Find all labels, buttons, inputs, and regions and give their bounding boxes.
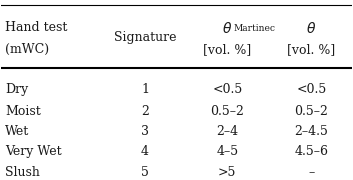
Text: [vol. %]: [vol. %] — [287, 43, 335, 56]
Text: 4–5: 4–5 — [216, 145, 238, 158]
Text: >5: >5 — [218, 166, 237, 179]
Text: 5: 5 — [141, 166, 149, 179]
Text: 0.5–2: 0.5–2 — [210, 105, 244, 118]
Text: Signature: Signature — [114, 31, 176, 44]
Text: $\theta$: $\theta$ — [306, 21, 316, 36]
Text: 4.5–6: 4.5–6 — [294, 145, 328, 158]
Text: Slush: Slush — [5, 166, 40, 179]
Text: 4: 4 — [141, 145, 149, 158]
Text: 2: 2 — [141, 105, 149, 118]
Text: Hand test: Hand test — [5, 21, 67, 34]
Text: <0.5: <0.5 — [296, 83, 327, 96]
Text: –: – — [308, 166, 315, 179]
Text: [vol. %]: [vol. %] — [203, 43, 251, 56]
Text: 3: 3 — [141, 125, 149, 138]
Text: 1: 1 — [141, 83, 149, 96]
Text: $\theta$: $\theta$ — [222, 21, 232, 36]
Text: Wet: Wet — [5, 125, 29, 138]
Text: Martinec: Martinec — [233, 24, 275, 33]
Text: Moist: Moist — [5, 105, 41, 118]
Text: Very Wet: Very Wet — [5, 145, 61, 158]
Text: 0.5–2: 0.5–2 — [294, 105, 328, 118]
Text: <0.5: <0.5 — [212, 83, 243, 96]
Text: Dry: Dry — [5, 83, 28, 96]
Text: (mWC): (mWC) — [5, 43, 49, 56]
Text: 2–4.5: 2–4.5 — [294, 125, 328, 138]
Text: 2–4: 2–4 — [216, 125, 238, 138]
